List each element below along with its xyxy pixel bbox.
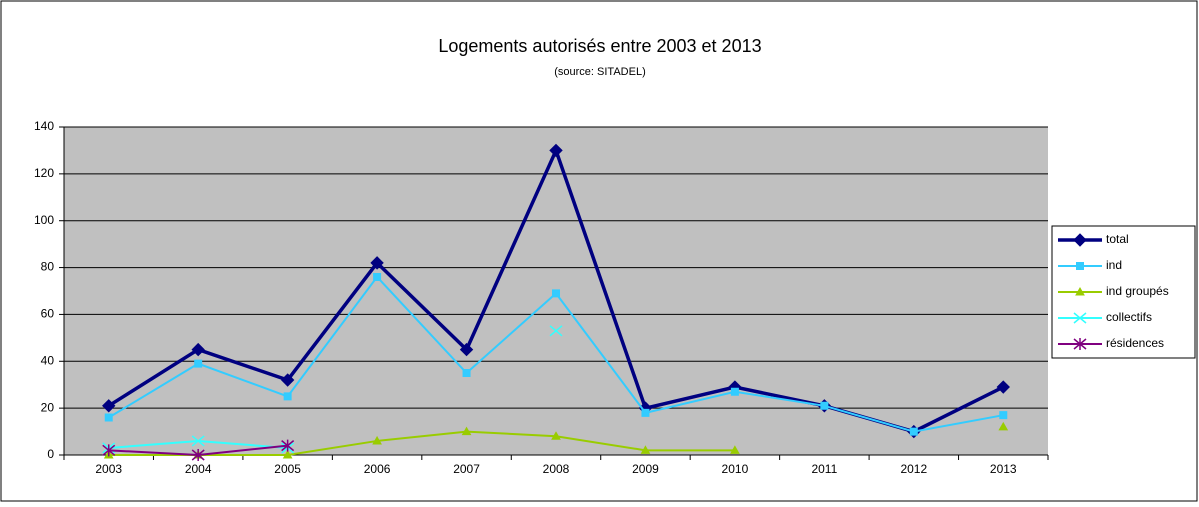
marker xyxy=(373,272,382,281)
marker xyxy=(909,427,918,436)
legend-label: collectifs xyxy=(1106,310,1152,324)
marker xyxy=(282,449,293,459)
y-tick-label: 100 xyxy=(34,213,54,227)
x-tick-label: 2004 xyxy=(185,462,212,476)
y-tick-label: 0 xyxy=(47,447,54,461)
marker xyxy=(996,380,1010,394)
y-tick-label: 120 xyxy=(34,166,54,180)
marker xyxy=(370,256,384,270)
marker xyxy=(1075,286,1085,296)
marker xyxy=(280,373,295,387)
marker xyxy=(551,431,561,440)
marker xyxy=(1076,262,1084,270)
chart-title: Logements autorisés entre 2003 et 2013 xyxy=(438,36,761,56)
legend-label: ind groupés xyxy=(1106,284,1169,298)
legend-label: total xyxy=(1106,232,1129,246)
marker xyxy=(641,408,650,417)
marker xyxy=(104,413,113,422)
x-tick-label: 2005 xyxy=(274,462,301,476)
chart-subtitle: (source: SITADEL) xyxy=(554,66,646,78)
x-tick-label: 2010 xyxy=(722,462,749,476)
x-tick-label: 2006 xyxy=(364,462,391,476)
marker xyxy=(281,439,295,452)
y-tick-label: 60 xyxy=(41,307,55,321)
marker xyxy=(191,435,205,447)
marker xyxy=(194,359,203,368)
y-tick-label: 140 xyxy=(34,119,54,133)
marker xyxy=(102,399,116,413)
marker xyxy=(640,445,651,454)
legend-label: ind xyxy=(1106,258,1122,272)
marker xyxy=(549,143,563,158)
marker xyxy=(191,449,205,461)
marker xyxy=(1073,338,1087,350)
marker xyxy=(191,342,205,357)
marker xyxy=(730,445,740,454)
y-tick-label: 40 xyxy=(41,353,55,367)
marker xyxy=(1073,233,1087,247)
marker xyxy=(999,411,1008,420)
marker xyxy=(461,426,472,436)
marker xyxy=(998,421,1009,431)
x-tick-label: 2013 xyxy=(990,462,1017,476)
x-tick-label: 2012 xyxy=(900,462,927,476)
marker xyxy=(102,444,116,457)
marker xyxy=(549,325,563,337)
y-tick-label: 20 xyxy=(41,400,55,414)
marker xyxy=(820,401,829,410)
marker xyxy=(1073,312,1087,324)
y-tick-label: 80 xyxy=(41,260,55,274)
x-tick-label: 2011 xyxy=(811,462,837,476)
x-tick-label: 2009 xyxy=(632,462,659,476)
x-tick-label: 2003 xyxy=(95,462,122,476)
marker xyxy=(552,289,560,298)
x-tick-label: 2007 xyxy=(453,462,480,476)
marker xyxy=(730,387,739,396)
x-tick-label: 2008 xyxy=(543,462,570,476)
marker xyxy=(462,369,471,377)
legend-label: résidences xyxy=(1106,336,1164,350)
marker xyxy=(372,435,382,445)
marker xyxy=(283,392,292,401)
marker xyxy=(459,342,474,357)
